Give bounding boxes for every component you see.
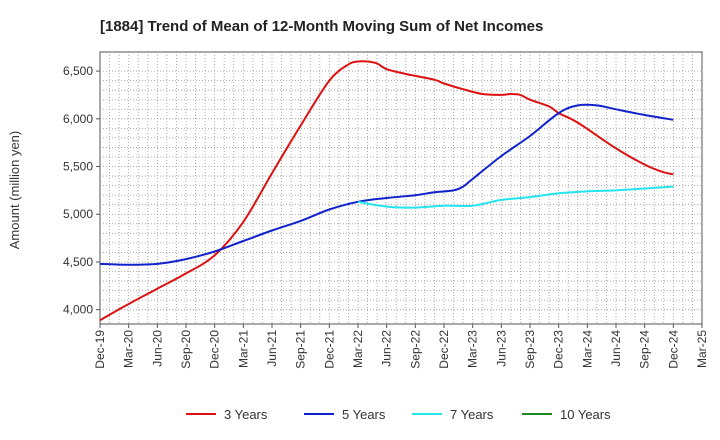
plot-area (99, 51, 703, 325)
x-tick-label: Mar-23 (466, 330, 480, 368)
series-lines (99, 60, 674, 322)
x-tick-label: Mar-20 (122, 330, 136, 368)
x-tick-label: Sep-20 (179, 330, 193, 369)
x-tick-label: Mar-24 (580, 330, 594, 368)
series-line-5-years (99, 103, 674, 266)
y-tick-label: 4,000 (63, 303, 93, 317)
y-axis-label: Amount (million yen) (7, 131, 22, 250)
legend-label: 7 Years (450, 407, 494, 422)
legend-label: 10 Years (560, 407, 611, 422)
x-tick-label: Mar-25 (695, 330, 709, 368)
x-tick-label: Sep-21 (294, 330, 308, 369)
legend-label: 3 Years (224, 407, 268, 422)
x-tick-label: Jun-21 (265, 330, 279, 367)
x-tick-label: Jun-23 (494, 330, 508, 367)
x-tick-label: Mar-22 (351, 330, 365, 368)
x-axis-ticks: Dec-19 Mar-20 Jun-20 Sep-20 Dec-20 Mar-21 Jun-… (93, 324, 709, 369)
y-tick-label: 4,500 (63, 255, 93, 269)
x-tick-label: Dec-21 (322, 330, 336, 369)
x-tick-label: Sep-22 (408, 330, 422, 369)
x-tick-label: Dec-22 (437, 330, 451, 369)
chart-title: [1884] Trend of Mean of 12-Month Moving … (100, 18, 543, 35)
y-tick-label: 6,000 (63, 112, 93, 126)
x-tick-label: Jun-24 (609, 330, 623, 367)
x-tick-label: Dec-23 (552, 330, 566, 369)
x-tick-label: Mar-21 (236, 330, 250, 368)
x-tick-label: Jun-20 (150, 330, 164, 367)
series-line-7-years (357, 185, 674, 209)
x-tick-label: Dec-20 (208, 330, 222, 369)
legend-label: 5 Years (342, 407, 386, 422)
y-axis-ticks: 4,000 4,500 5,000 5,500 6,000 6,500 (63, 64, 100, 317)
y-tick-label: 5,500 (63, 160, 93, 174)
x-tick-label: Sep-24 (638, 330, 652, 369)
y-tick-label: 6,500 (63, 64, 93, 78)
y-tick-label: 5,000 (63, 207, 93, 221)
x-tick-label: Dec-24 (666, 330, 680, 369)
x-tick-label: Sep-23 (523, 330, 537, 369)
legend: 3 Years 5 Years 7 Years 10 Years (186, 407, 611, 422)
x-tick-label: Jun-22 (380, 330, 394, 367)
x-tick-label: Dec-19 (93, 330, 107, 369)
